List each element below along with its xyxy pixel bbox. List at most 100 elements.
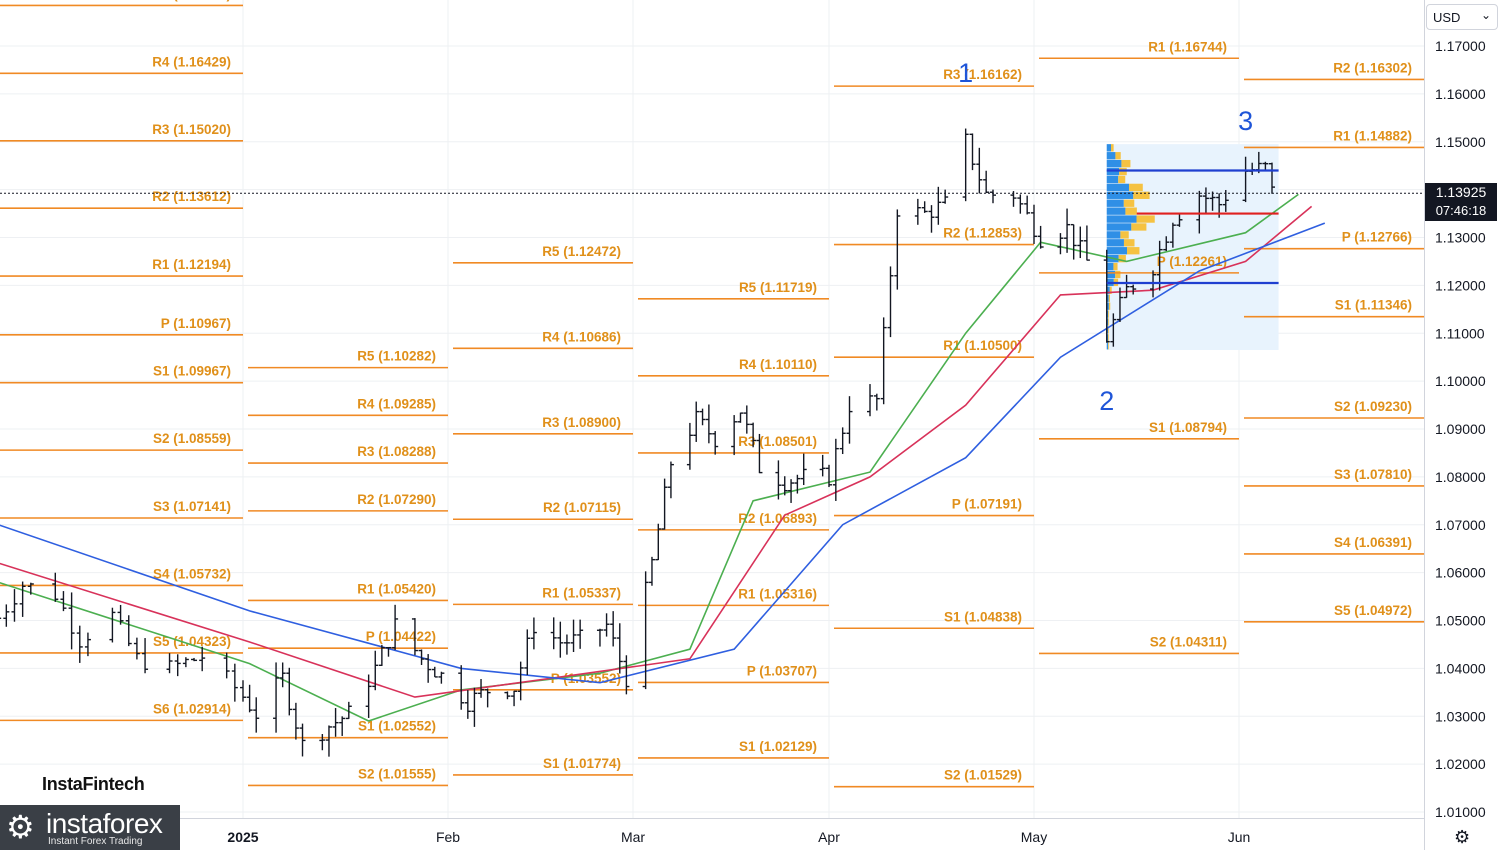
price-tick-label: 1.11000 [1435, 325, 1485, 341]
pivot-label-r1: R1 (1.12194) [152, 257, 231, 272]
volume-profile-bar [1106, 199, 1124, 207]
pivot-label-s1: S1 (1.02129) [739, 739, 817, 754]
wave-labels: 1 2 3 [958, 58, 1253, 416]
pivot-label-r3: R3 (1.08288) [357, 444, 436, 459]
pivot-label-p: P (1.04422) [366, 629, 436, 644]
price-tick-label: 1.12000 [1435, 277, 1486, 293]
pivot-label-r5: R5 (1.10282) [357, 349, 436, 364]
wave-label-3: 3 [1238, 106, 1253, 136]
volume-profile-bar [1133, 191, 1150, 199]
channel-lines [1106, 169, 1279, 285]
volume-profile-bar [1136, 215, 1155, 223]
price-tick-label: 1.09000 [1435, 421, 1486, 437]
pivot-label-r1: R1 (1.05420) [357, 581, 436, 596]
pivot-label-s2: S2 (1.01529) [944, 768, 1022, 783]
pivot-label-s1: S1 (1.09967) [153, 364, 231, 379]
time-tick-label: May [1021, 829, 1047, 845]
price-tick-label: 1.06000 [1435, 565, 1486, 581]
pivot-label-r4: R4 (1.09285) [357, 396, 436, 411]
volume-profile-bar [1108, 302, 1111, 310]
current-price-value: 1.13925 [1435, 184, 1487, 201]
volume-profile-bar [1111, 144, 1114, 152]
price-axis: 1.170001.160001.150001.140001.130001.120… [1435, 38, 1486, 820]
volume-profile-bar [1106, 342, 1108, 350]
pivot-label-s4: S4 (1.05732) [153, 566, 231, 581]
pivot-label-s1: S1 (1.01774) [543, 756, 621, 771]
pivot-label-s2: S2 (1.08559) [153, 431, 231, 446]
time-tick-label: Jun [1228, 829, 1251, 845]
volume-profile-bar [1106, 231, 1121, 239]
pivot-label-r5: R5 (1.17847) [152, 0, 231, 1]
pivot-label-r2: R2 (1.13612) [152, 189, 231, 204]
pivot-label-p: P (1.10967) [161, 316, 231, 331]
volume-profile-bar [1115, 152, 1121, 160]
volume-profile-bar [1106, 191, 1134, 199]
volume-profile-bar [1113, 262, 1118, 271]
chevron-down-icon: ⌄ [1480, 8, 1491, 22]
price-tick-label: 1.03000 [1435, 708, 1486, 724]
volume-profile-bar [1118, 254, 1126, 263]
pivot-label-s1: S1 (1.08794) [1149, 420, 1227, 435]
volume-profile-bar [1106, 183, 1130, 192]
volume-profile-bar [1120, 231, 1129, 239]
volume-profile-bar [1107, 326, 1109, 334]
pivot-label-r5: R5 (1.11719) [739, 280, 817, 295]
pivot-label-p: P (1.03707) [747, 663, 817, 678]
volume-profile-bar [1127, 247, 1140, 255]
volume-profile-bar [1107, 334, 1109, 342]
volume-profile-bar [1108, 294, 1110, 302]
pivot-label-r2: R2 (1.16302) [1333, 60, 1412, 75]
volume-profile-bar [1106, 239, 1124, 247]
price-bars [0, 128, 1275, 757]
volume-profile-bar [1106, 215, 1137, 223]
pivot-label-r1: R1 (1.14882) [1333, 128, 1412, 143]
volume-profile-bar [1106, 262, 1114, 271]
price-tick-label: 1.13000 [1435, 230, 1486, 246]
volume-profile-bar [1106, 223, 1132, 231]
wave-label-2: 2 [1099, 386, 1114, 416]
volume-profile-bar [1125, 207, 1137, 215]
volume-profile [1106, 144, 1279, 351]
time-axis: 2025 Feb Mar Apr May Jun [227, 829, 1250, 845]
currency-select[interactable]: USD ⌄ [1426, 4, 1498, 30]
volume-profile-bar [1131, 223, 1147, 231]
pivot-label-r3: R3 (1.08900) [542, 415, 621, 430]
pivot-label-r1: R1 (1.16744) [1148, 39, 1227, 54]
price-tick-label: 1.02000 [1435, 756, 1486, 772]
moving-average-mid [0, 205, 1313, 698]
time-tick-label: Apr [818, 829, 840, 845]
volume-profile-bar [1106, 286, 1110, 294]
price-tick-label: 1.08000 [1435, 469, 1486, 485]
pivot-label-s2: S2 (1.04311) [1150, 634, 1227, 649]
gear-icon[interactable]: ⚙ [1454, 827, 1471, 847]
pivot-label-r1: R1 (1.05337) [542, 585, 621, 600]
grid-lines [0, 0, 1425, 850]
volume-profile-bar [1106, 152, 1116, 160]
volume-profile-bar [1109, 286, 1112, 294]
pivot-label-s1: S1 (1.04838) [944, 609, 1022, 624]
pivot-label-p: P (1.07191) [952, 497, 1022, 512]
volume-profile-bar [1106, 302, 1109, 310]
bar-countdown: 07:46:18 [1435, 203, 1487, 219]
gear-logo-icon: ⚙ [6, 809, 35, 845]
price-tick-label: 1.04000 [1435, 660, 1486, 676]
instaforex-logo: ⚙ instaforex Instant Forex Trading [0, 805, 180, 850]
time-tick-label: Feb [436, 829, 460, 845]
pivot-label-r3: R3 (1.16162) [943, 67, 1022, 82]
pivot-label-r4: R4 (1.10110) [739, 357, 817, 372]
moving-average-slow [0, 222, 1326, 684]
moving-averages [0, 193, 1326, 722]
currency-value: USD [1433, 10, 1461, 25]
pivot-label-p: P (1.12261) [1157, 254, 1227, 269]
pivot-label-s4: S4 (1.06391) [1334, 535, 1412, 550]
pivot-label-s2: S2 (1.09230) [1334, 399, 1412, 414]
volume-profile-bar [1115, 270, 1121, 279]
volume-profile-bar [1123, 199, 1135, 207]
volume-profile-bar [1106, 144, 1112, 152]
price-tick-label: 1.07000 [1435, 517, 1486, 533]
volume-profile-bar [1108, 310, 1109, 318]
price-tick-label: 1.16000 [1435, 86, 1486, 102]
pivot-label-s5: S5 (1.04972) [1334, 603, 1412, 618]
volume-profile-bar [1107, 342, 1109, 350]
